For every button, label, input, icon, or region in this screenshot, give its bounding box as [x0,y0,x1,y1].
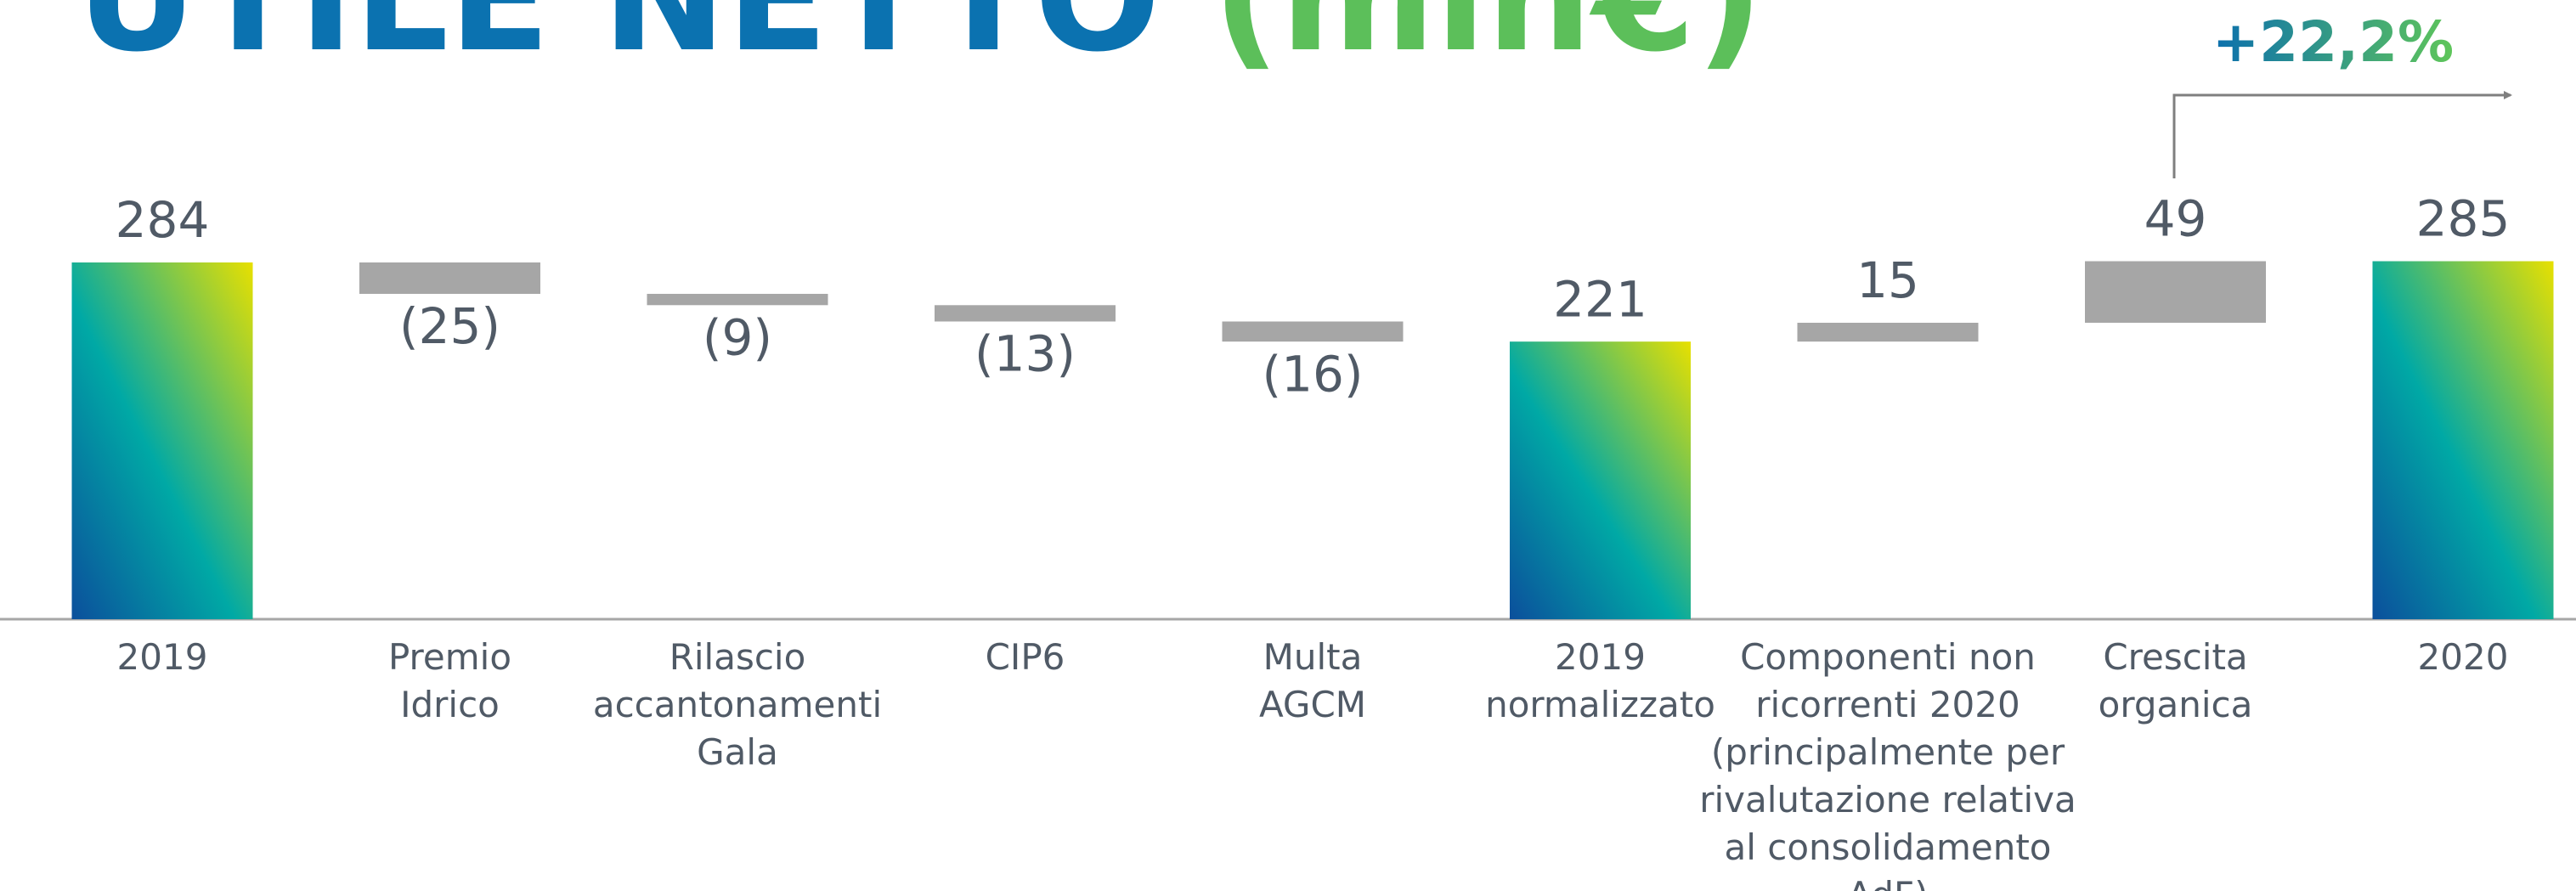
value-label: (13) [974,325,1076,383]
bar [1797,322,1979,342]
value-label: 285 [2416,190,2511,248]
chart-title: UTILE NETTO (mln€) [76,0,1764,85]
annotation: +22,2% [2212,9,2454,75]
title-unit: (mln€) [1212,0,1764,85]
value-label: (16) [1262,345,1363,403]
x-tick-label: Multa AGCM [1259,636,1366,725]
title-main: UTILE NETTO [76,0,1161,85]
value-label: 221 [1553,270,1647,328]
x-tick-label: Componenti non ricorrenti 2020 (principalm… [1699,636,2076,891]
bar [359,262,540,294]
x-tick-label: 2019 [117,636,208,678]
value-label: 49 [2144,190,2207,248]
x-tick-label: Rilascio accantonamenti Gala [593,636,882,773]
x-tick-label: Premio Idrico [388,636,511,725]
value-label: (9) [703,308,772,366]
value-label: 15 [1856,251,1919,309]
bar [1510,341,1691,619]
x-tick-label: 2020 [2418,636,2509,678]
x-tick-label: CIP6 [986,636,1065,678]
bar [935,305,1116,322]
x-tick-label: 2019 normalizzato [1485,636,1715,725]
bar [1222,321,1404,342]
growth-arrow [2172,91,2512,178]
bar [647,293,828,306]
value-label: 284 [116,191,210,249]
value-label: (25) [399,297,500,355]
bar [2372,261,2554,619]
bar [71,262,253,619]
bar [2085,261,2266,323]
x-tick-label: Crescita organica [2099,636,2253,725]
